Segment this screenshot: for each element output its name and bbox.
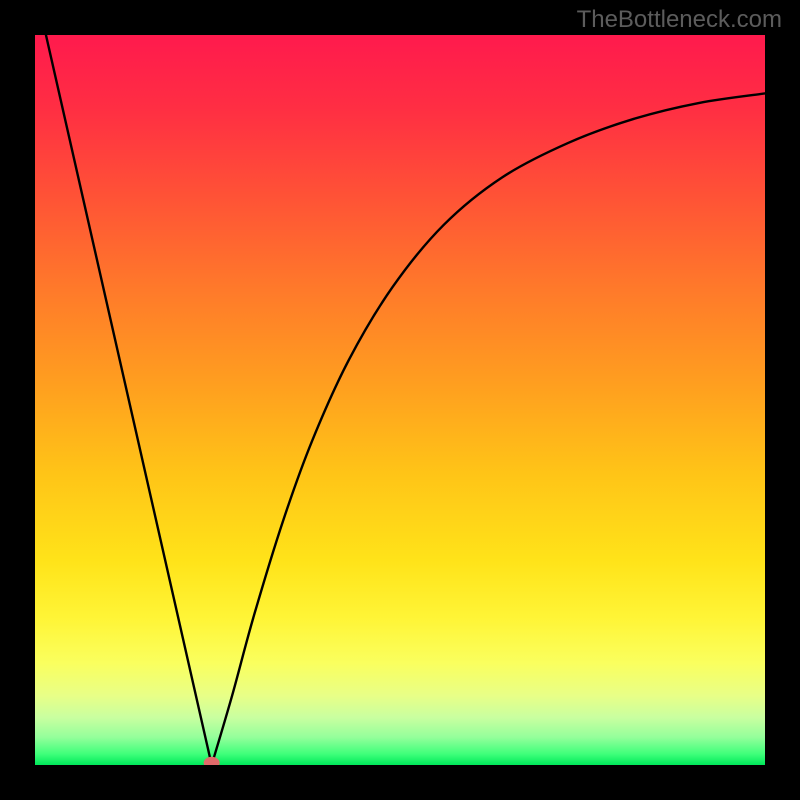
attribution-text: TheBottleneck.com (577, 6, 782, 34)
frame-bottom (0, 765, 800, 800)
gradient-bg (35, 35, 765, 765)
frame-right (765, 0, 800, 800)
frame-left (0, 0, 35, 800)
plot-area (35, 35, 765, 765)
plot-svg (35, 35, 765, 765)
